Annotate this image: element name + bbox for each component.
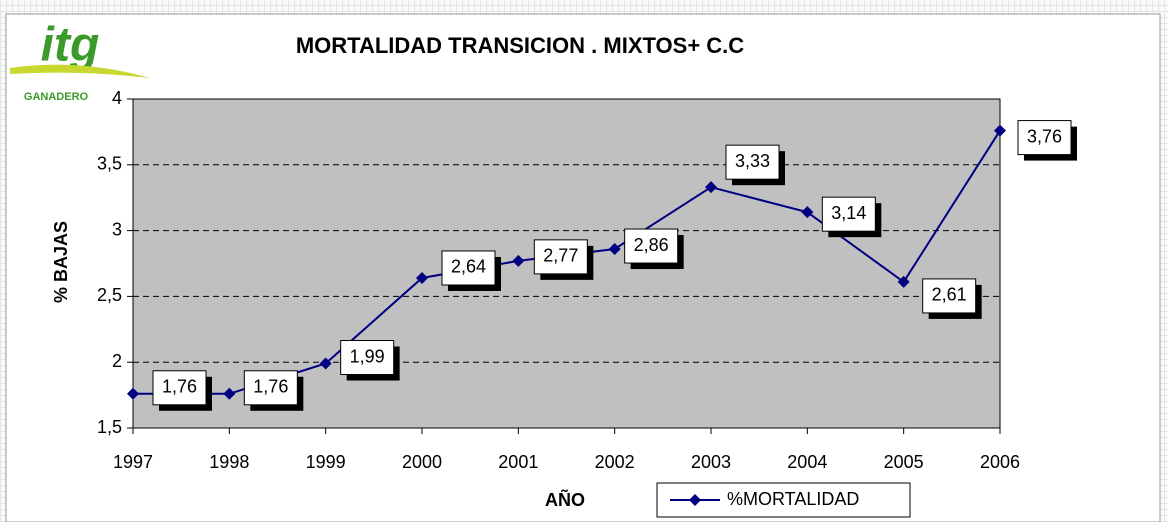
legend-marker xyxy=(689,494,701,506)
data-label: 2,64 xyxy=(451,257,486,277)
y-tick-label: 4 xyxy=(112,88,122,108)
point xyxy=(416,271,428,284)
label-box xyxy=(441,250,496,286)
point xyxy=(994,124,1006,137)
x-tick-label: 2000 xyxy=(402,452,442,472)
x-tick-label: 2001 xyxy=(498,452,538,472)
x-tick-label: 2004 xyxy=(787,452,827,472)
y-tick-label: 3 xyxy=(112,219,122,239)
label-box xyxy=(821,196,876,232)
label-box xyxy=(922,278,977,314)
label-box xyxy=(1017,120,1072,156)
logo: itg xyxy=(41,19,100,72)
point xyxy=(127,387,139,400)
data-label: 2,61 xyxy=(932,285,967,305)
data-label: 1,99 xyxy=(350,346,385,366)
logo-swoosh xyxy=(10,64,150,78)
point xyxy=(319,357,332,370)
x-tick-label: 1999 xyxy=(306,452,346,472)
logo-subtitle: GANADERO xyxy=(24,91,89,103)
chart-title: MORTALIDAD TRANSICION . MIXTOS+ C.C xyxy=(296,33,744,58)
label-box xyxy=(152,370,207,406)
x-tick-label: 2006 xyxy=(980,452,1020,472)
x-tick-label: 1997 xyxy=(113,452,153,472)
y-tick-label: 3,5 xyxy=(97,154,122,174)
point xyxy=(512,254,525,267)
data-label: 3,76 xyxy=(1027,126,1062,146)
label-box xyxy=(725,144,780,180)
x-tick-label: 2003 xyxy=(691,452,731,472)
label-box xyxy=(340,340,395,376)
point xyxy=(897,275,910,288)
label-box xyxy=(624,228,679,264)
x-tick-label: 1998 xyxy=(209,452,249,472)
data-label: 3,33 xyxy=(735,151,770,171)
data-label: 1,76 xyxy=(162,377,197,397)
point xyxy=(223,387,236,400)
point xyxy=(801,206,814,219)
point xyxy=(608,243,621,256)
legend-label: %MORTALIDAD xyxy=(727,489,859,509)
data-label: 2,86 xyxy=(634,235,669,255)
y-axis-label: % BAJAS xyxy=(51,221,71,303)
data-label: 2,77 xyxy=(543,246,578,266)
y-tick-label: 2,5 xyxy=(97,285,122,305)
y-tick-label: 2 xyxy=(112,351,122,371)
label-box xyxy=(243,370,298,406)
x-tick-label: 2005 xyxy=(884,452,924,472)
x-axis-label: AÑO xyxy=(545,489,585,510)
label-box xyxy=(533,239,588,275)
x-tick-label: 2002 xyxy=(595,452,635,472)
y-tick-label: 1,5 xyxy=(97,417,122,437)
data-label: 3,14 xyxy=(831,203,866,223)
point xyxy=(705,181,717,194)
data-label: 1,76 xyxy=(253,377,288,397)
